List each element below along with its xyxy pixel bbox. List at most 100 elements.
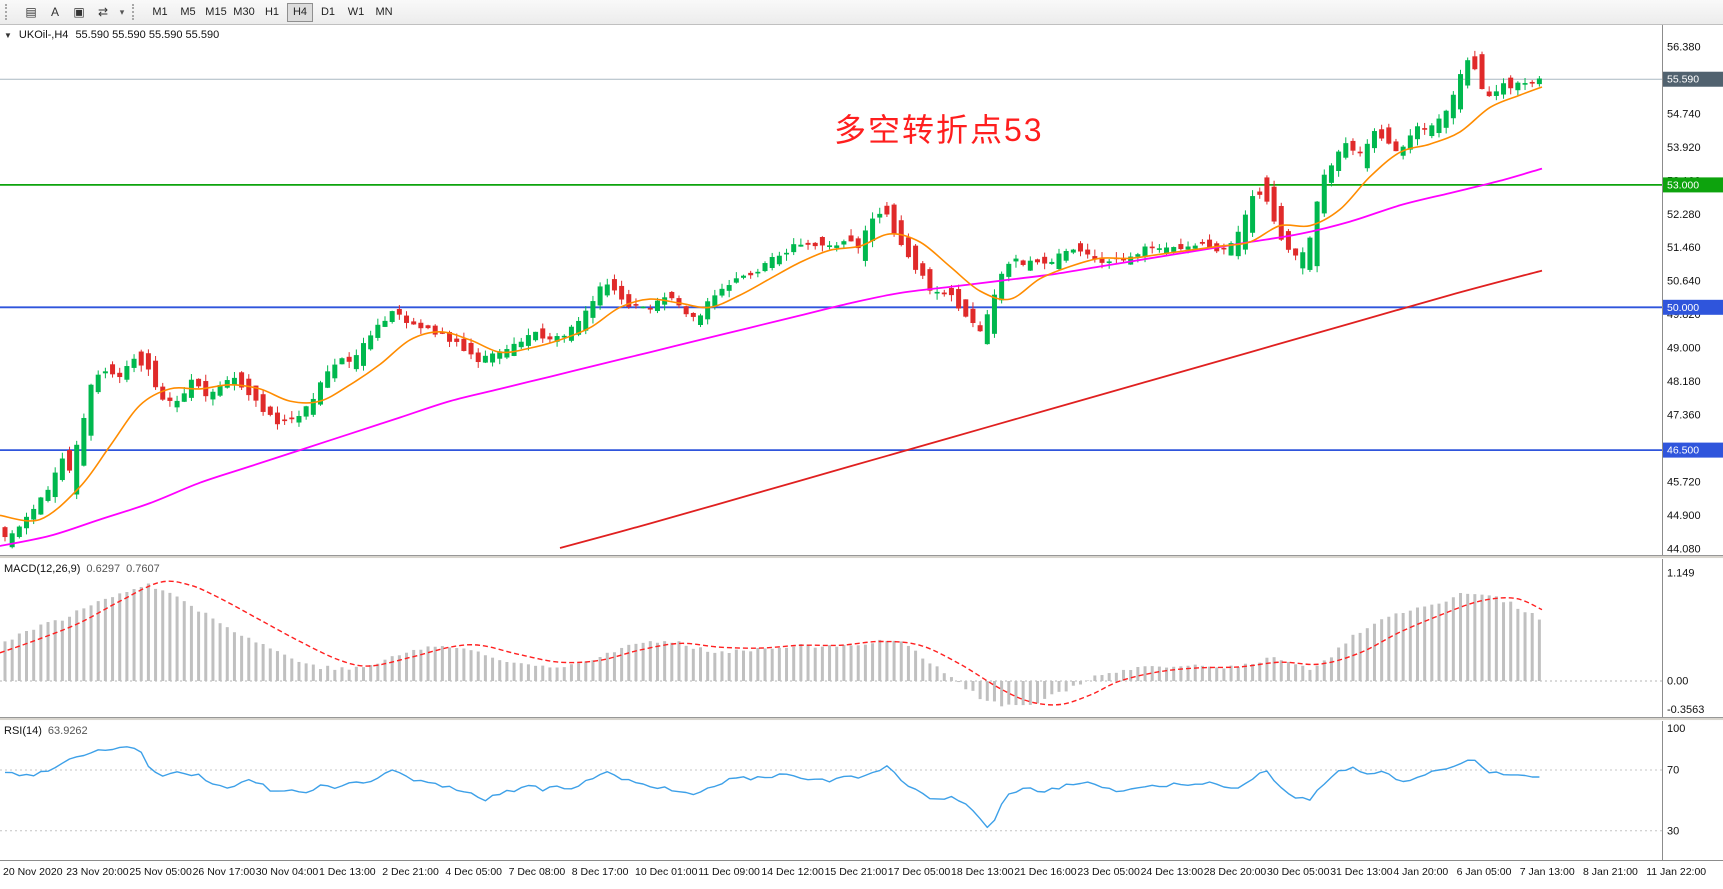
time-axis-label: 30 Dec 05:00 — [1267, 866, 1330, 878]
time-axis-label: 4 Dec 05:00 — [445, 866, 503, 878]
macd-value-main: 0.6297 — [86, 563, 121, 575]
rsi-axis-label: 100 — [1667, 723, 1685, 735]
timeframe-button-m1[interactable]: M1 — [152, 6, 168, 18]
time-axis-label: 8 Dec 17:00 — [571, 866, 629, 878]
price-axis-label: 52.280 — [1667, 209, 1701, 221]
rsi-label: RSI(14) 63.9262 — [4, 725, 88, 737]
time-axis-label: 20 Nov 2020 — [3, 866, 63, 878]
time-axis-label: 11 Dec 09:00 — [698, 866, 760, 878]
timeframe-button-m15[interactable]: M15 — [205, 6, 227, 18]
price-axis-label: 49.000 — [1667, 343, 1701, 355]
time-axis-label: 18 Dec 13:00 — [951, 866, 1014, 878]
timeframe-button-h4[interactable]: H4 — [287, 2, 313, 22]
timeframe-button-d1[interactable]: D1 — [320, 6, 336, 18]
level-price-badge: 46.500 — [1663, 442, 1723, 458]
toolbar: ▤ A ▣ ⇄ ▾ M1 M5 M15 M30 H1 H4 D1 W1 MN — [0, 0, 1723, 25]
ma-slow-line — [559, 269, 1543, 549]
svg-text:53.000: 53.000 — [1667, 179, 1699, 191]
rsi-panel[interactable]: 100 70 30 RSI(14) 63.9262 — [0, 721, 1723, 860]
symbol-label: UKOil-,H4 — [18, 29, 69, 41]
macd-axis-label: 0.00 — [1667, 676, 1688, 688]
panel-divider-1[interactable] — [0, 555, 1723, 559]
time-axis-label: 26 Nov 17:00 — [192, 866, 256, 878]
timeframe-button-w1[interactable]: W1 — [347, 6, 365, 18]
time-axis-label: 11 Jan 22:00 — [1646, 866, 1707, 878]
price-axis-label: 54.740 — [1667, 108, 1701, 120]
time-axis-label: 17 Dec 05:00 — [887, 866, 951, 878]
time-axis-label: 15 Dec 21:00 — [824, 866, 888, 878]
price-axis-label: 47.360 — [1667, 410, 1701, 422]
price-axis-label: 50.640 — [1667, 276, 1701, 288]
time-axis-label: 6 Jan 05:00 — [1456, 866, 1512, 878]
rsi-value: 63.9262 — [47, 725, 88, 737]
timeframe-button-m5[interactable]: M5 — [180, 6, 196, 18]
macd-axis-label: 1.149 — [1667, 568, 1695, 580]
level-price-badge: 53.000 — [1663, 177, 1723, 193]
time-axis-label: 10 Dec 01:00 — [635, 866, 698, 878]
price-axis-label: 53.920 — [1667, 142, 1701, 154]
time-axis-label: 28 Dec 20:00 — [1203, 866, 1267, 878]
time-axis-label: 23 Nov 20:00 — [66, 866, 129, 878]
macd-axis-label: -0.3563 — [1667, 704, 1704, 716]
rsi-axis-label: 30 — [1667, 825, 1679, 837]
frame-tool-icon[interactable]: ▣ — [73, 5, 85, 19]
arrows-tool-icon[interactable]: ⇄ — [97, 5, 109, 19]
macd-name: MACD(12,26,9) — [4, 563, 81, 575]
timeframe-toolbar-grip[interactable] — [132, 4, 139, 20]
time-axis-label: 7 Dec 08:00 — [508, 866, 566, 878]
price-axis-label: 44.900 — [1667, 510, 1701, 522]
macd-chart-svg[interactable]: 1.149 0.00 -0.3563 — [0, 559, 1723, 717]
timeframe-button-m30[interactable]: M30 — [233, 6, 255, 18]
time-axis-label: 8 Jan 21:00 — [1583, 866, 1638, 878]
time-axis-label: 30 Nov 04:00 — [255, 866, 319, 878]
time-axis-label: 2 Dec 21:00 — [382, 866, 439, 878]
candles — [2, 50, 1542, 549]
current-price-badge: 55.590 — [1663, 71, 1723, 87]
macd-label: MACD(12,26,9) 0.6297 0.7607 — [4, 563, 160, 575]
ma-fast-line — [0, 86, 1543, 522]
time-axis-label: 25 Nov 05:00 — [129, 866, 192, 878]
dropdown-chevron-icon[interactable]: ▾ — [119, 6, 125, 17]
time-axis-label: 7 Jan 13:00 — [1519, 866, 1575, 878]
svg-text:55.590: 55.590 — [1667, 74, 1699, 86]
toolbar-icons: ▤ A ▣ ⇄ ▾ — [19, 3, 129, 22]
time-axis-label: 31 Dec 13:00 — [1330, 866, 1393, 878]
macd-panel[interactable]: 1.149 0.00 -0.3563 MACD(12,26,9) 0.6297 0.… — [0, 559, 1723, 717]
svg-text:46.500: 46.500 — [1667, 445, 1699, 457]
text-tool-icon[interactable]: A — [50, 5, 59, 19]
chart-annotation-text[interactable]: 多空转折点53 — [834, 112, 1044, 148]
price-axis-label: 56.380 — [1667, 42, 1701, 54]
macd-signal-line — [0, 580, 1543, 706]
toolbar-grip[interactable] — [5, 4, 12, 20]
rsi-chart-svg[interactable]: 100 70 30 — [0, 721, 1723, 860]
time-axis-label: 24 Dec 13:00 — [1140, 866, 1204, 878]
svg-text:50.000: 50.000 — [1667, 302, 1699, 314]
price-axis-label: 48.180 — [1667, 376, 1701, 388]
time-axis-label: 4 Jan 20:00 — [1393, 866, 1449, 878]
tick-chart-icon[interactable]: ▤ — [25, 5, 37, 19]
price-axis-label: 51.460 — [1667, 242, 1701, 254]
time-axis-label: 23 Dec 05:00 — [1077, 866, 1140, 878]
rsi-name: RSI(14) — [4, 725, 42, 737]
ma-mid-line — [0, 167, 1543, 547]
timeframe-button-h1[interactable]: H1 — [264, 6, 280, 18]
candlestick-chart-svg[interactable]: 56.38054.74053.92053.10052.28051.46050.6… — [0, 25, 1723, 555]
collapse-arrow-icon[interactable]: ▼ — [4, 30, 12, 40]
main-chart-panel[interactable]: 56.38054.74053.92053.10052.28051.46050.6… — [0, 25, 1723, 555]
time-axis-label: 21 Dec 16:00 — [1014, 866, 1077, 878]
time-axis-label: 1 Dec 13:00 — [319, 866, 376, 878]
time-axis[interactable]: 20 Nov 2020 23 Nov 20:00 25 Nov 05:00 26 No… — [0, 860, 1723, 889]
level-price-badge: 50.000 — [1663, 299, 1723, 315]
macd-histogram — [3, 583, 1541, 707]
ohlc-values: 55.590 55.590 55.590 55.590 — [75, 29, 220, 41]
rsi-line — [4, 746, 1540, 829]
macd-value-signal: 0.7607 — [126, 563, 160, 575]
price-axis-label: 44.080 — [1667, 543, 1701, 555]
timeframe-button-mn[interactable]: MN — [375, 6, 393, 18]
panel-divider-2[interactable] — [0, 717, 1723, 721]
timeframe-buttons: M1 M5 M15 M30 H1 H4 D1 W1 MN — [146, 2, 398, 22]
price-axis-label: 45.720 — [1667, 476, 1701, 488]
rsi-axis-label: 70 — [1667, 765, 1679, 777]
chart-title-bar: ▼ UKOil-,H4 55.590 55.590 55.590 55.590 — [4, 29, 219, 41]
